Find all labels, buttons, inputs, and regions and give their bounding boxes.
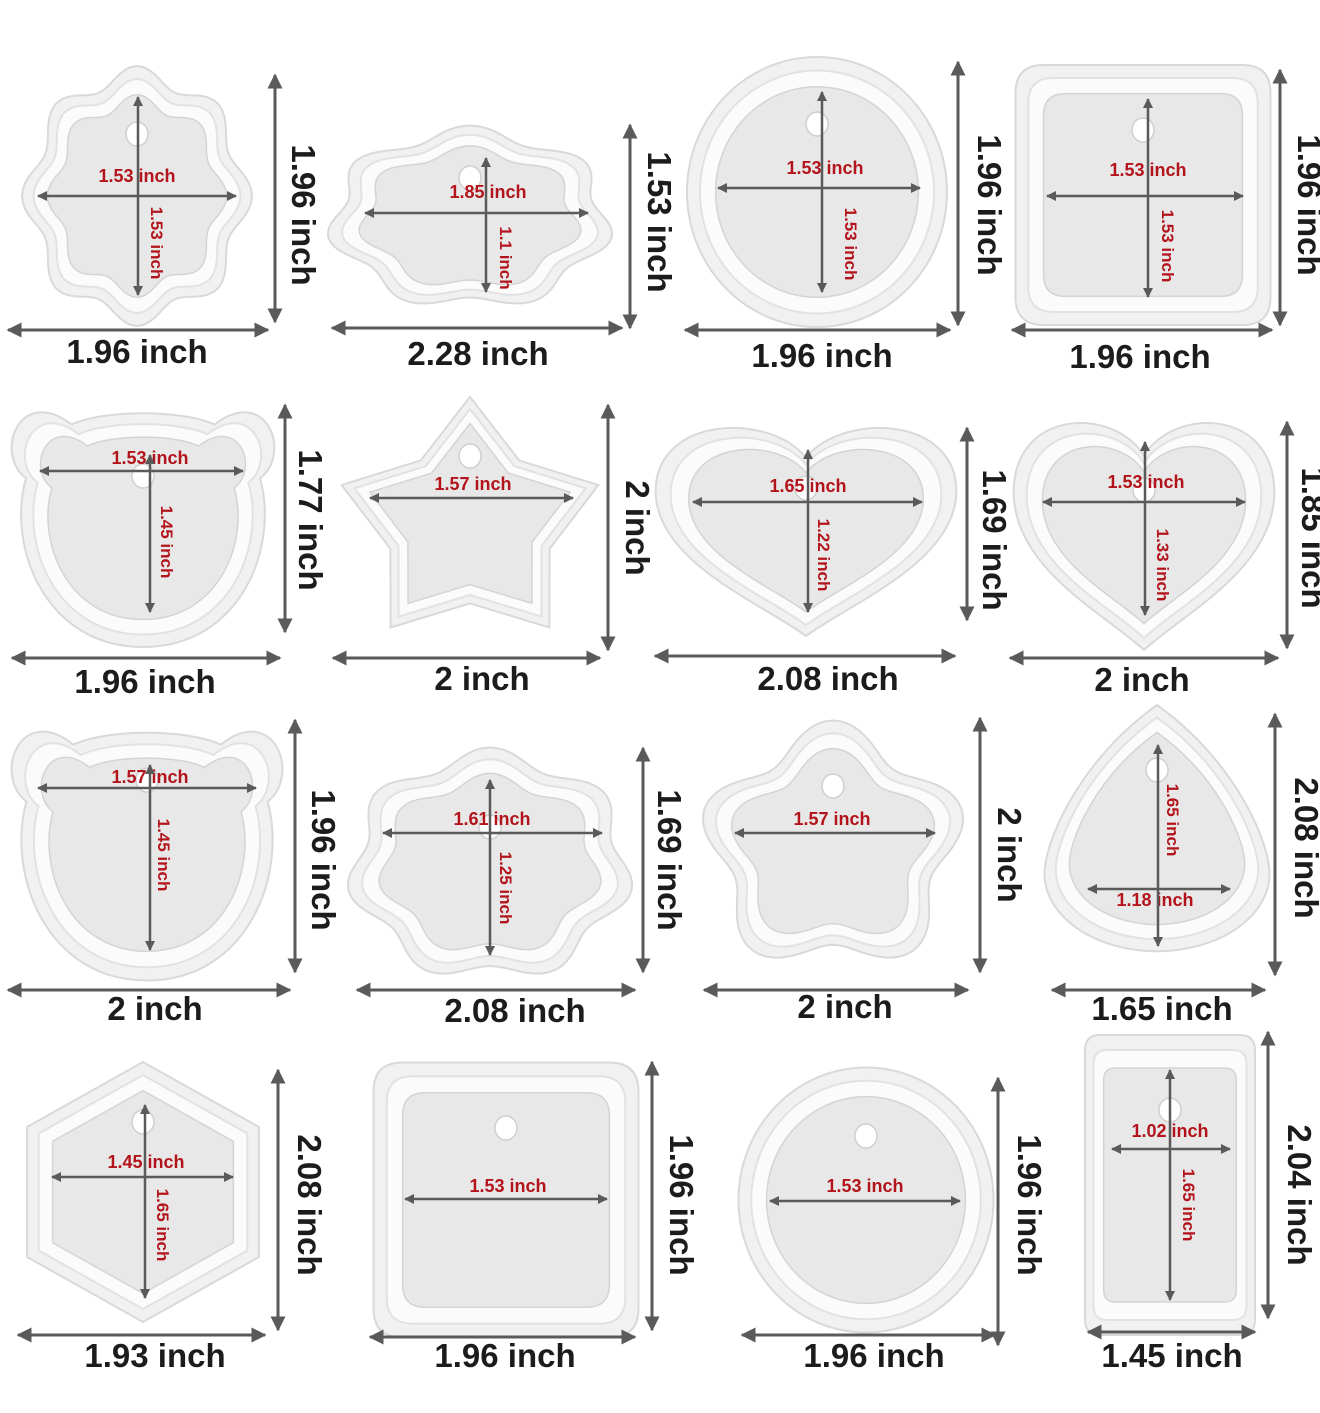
mold-heart-wide: [654, 426, 958, 638]
hanging-hole: [805, 111, 829, 137]
height-label: 2.08 inch: [291, 1134, 328, 1275]
inner-height-label: 1.65 inch: [1179, 1169, 1198, 1242]
height-label: 1.96 inch: [1291, 134, 1320, 275]
inner-width-label: 1.53 inch: [786, 158, 863, 178]
height-label: 1.96 inch: [285, 144, 322, 285]
width-label: 1.96 inch: [74, 663, 215, 700]
width-label: 1.96 inch: [751, 337, 892, 374]
mold-flower-five: [702, 719, 964, 959]
inner-width-label: 1.57 inch: [793, 809, 870, 829]
inner-height-label: 1.53 inch: [147, 207, 166, 280]
inner-height-label: 1.53 inch: [841, 208, 860, 281]
hanging-hole: [458, 443, 482, 469]
inner-height-label: 1.1 inch: [496, 226, 515, 289]
inner-width-label: 1.57 inch: [434, 474, 511, 494]
width-label: 2 inch: [434, 660, 529, 697]
inner-height-label: 1.45 inch: [154, 819, 173, 892]
inner-height-label: 1.65 inch: [153, 1189, 172, 1262]
width-label: 1.96 inch: [1069, 338, 1210, 375]
height-label: 1.96 inch: [971, 134, 1008, 275]
height-label: 1.69 inch: [651, 789, 688, 930]
inner-height-label: 1.25 inch: [496, 852, 515, 925]
mold-round-scalloped: [685, 56, 949, 328]
width-label: 2 inch: [797, 988, 892, 1025]
hanging-hole: [854, 1123, 878, 1149]
width-label: 1.65 inch: [1091, 990, 1232, 1027]
hanging-hole: [494, 1115, 518, 1141]
mold-hexagon: [26, 1060, 260, 1324]
height-label: 2 inch: [991, 807, 1028, 902]
inner-height-label: 1.65 inch: [1163, 784, 1182, 857]
width-label: 1.93 inch: [84, 1337, 225, 1374]
hanging-hole: [821, 773, 845, 799]
width-label: 2.08 inch: [444, 992, 585, 1029]
height-label: 2.08 inch: [1288, 777, 1320, 918]
mold-cavity: [688, 448, 924, 613]
width-label: 1.96 inch: [66, 333, 207, 370]
height-label: 1.77 inch: [292, 449, 329, 590]
height-label: 1.96 inch: [305, 789, 342, 930]
width-label: 1.96 inch: [803, 1337, 944, 1374]
inner-width-label: 1.85 inch: [449, 182, 526, 202]
width-label: 1.45 inch: [1101, 1337, 1242, 1374]
inner-width-label: 1.18 inch: [1116, 890, 1193, 910]
inner-width-label: 1.53 inch: [469, 1176, 546, 1196]
mold-star: [339, 395, 601, 629]
hanging-hole: [131, 1109, 155, 1135]
width-label: 2.28 inch: [407, 335, 548, 372]
inner-height-label: 1.22 inch: [814, 519, 833, 592]
inner-width-label: 1.61 inch: [453, 809, 530, 829]
hanging-hole: [1131, 117, 1155, 143]
mold-cloud: [326, 124, 614, 305]
height-label: 1.85 inch: [1295, 467, 1320, 608]
mold-cavity: [39, 435, 247, 621]
width-label: 2 inch: [1094, 661, 1189, 698]
inner-width-label: 1.53 inch: [826, 1176, 903, 1196]
inner-height-label: 1.53 inch: [1158, 210, 1177, 283]
height-label: 1.69 inch: [976, 469, 1013, 610]
height-label: 1.53 inch: [641, 151, 678, 292]
mold-cavity: [730, 747, 936, 935]
width-label: 2 inch: [107, 990, 202, 1027]
mold-cavity: [368, 422, 572, 605]
inner-height-label: 1.33 inch: [1153, 529, 1172, 602]
height-label: 2.04 inch: [1281, 1124, 1318, 1265]
height-label: 1.96 inch: [663, 1134, 700, 1275]
width-label: 2.08 inch: [757, 660, 898, 697]
width-label: 1.96 inch: [434, 1337, 575, 1374]
inner-height-label: 1.45 inch: [157, 506, 176, 579]
height-label: 1.96 inch: [1011, 1134, 1048, 1275]
height-label: 2 inch: [619, 480, 656, 575]
